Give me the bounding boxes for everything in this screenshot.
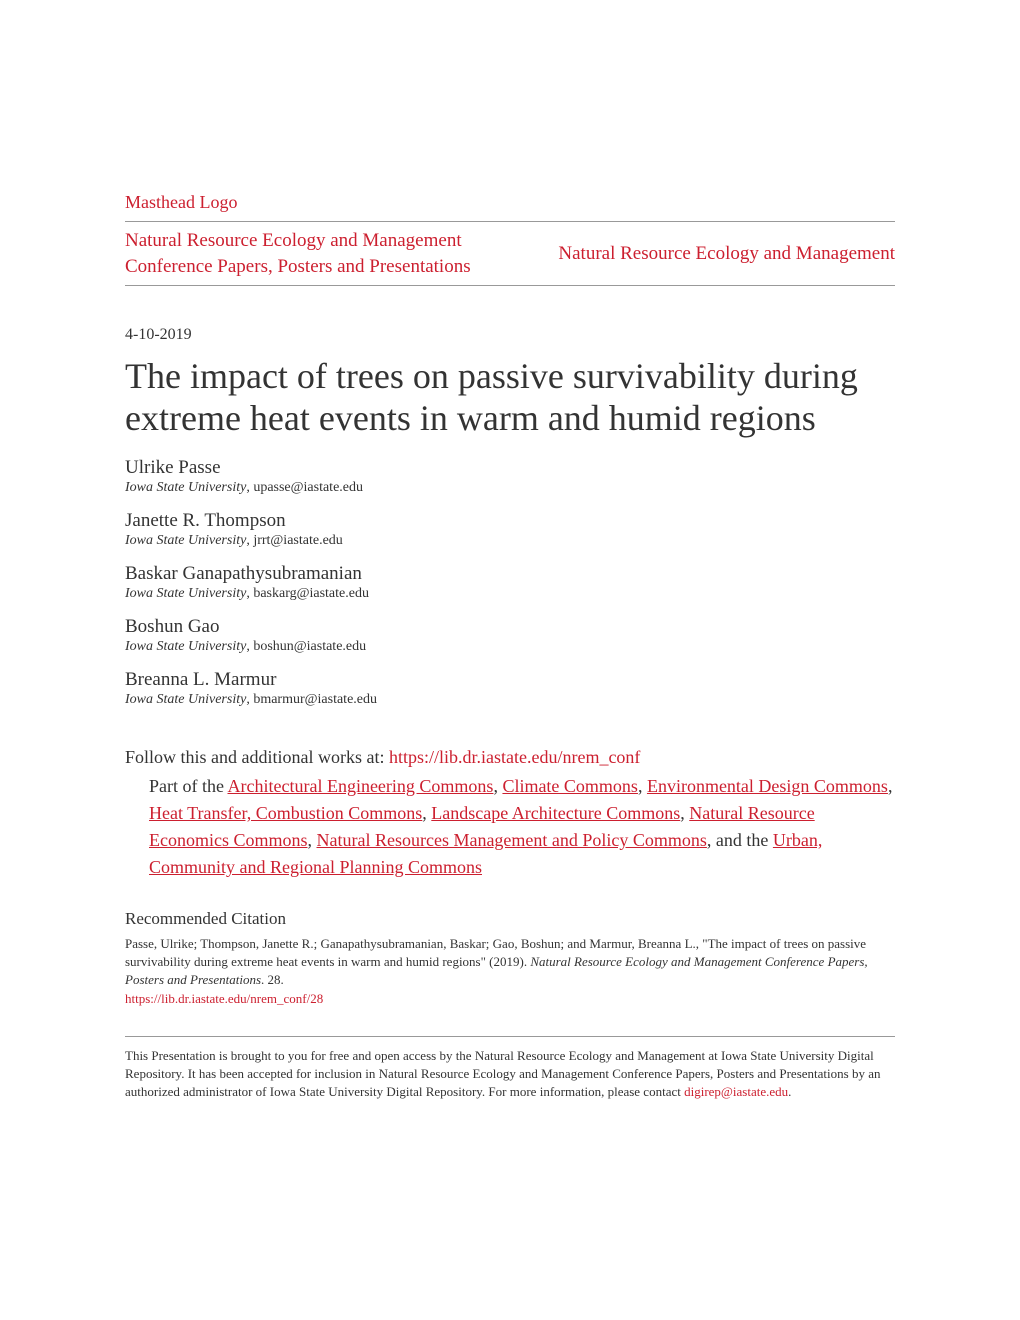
footer-text: This Presentation is brought to you for … <box>125 1047 895 1102</box>
citation-heading: Recommended Citation <box>125 909 895 929</box>
follow-url-link[interactable]: https://lib.dr.iastate.edu/nrem_conf <box>389 747 640 767</box>
commons-link[interactable]: Climate Commons <box>502 776 638 796</box>
part-of-commons: Part of the Architectural Engineering Co… <box>125 773 895 881</box>
author-block: Baskar Ganapathysubramanian Iowa State U… <box>125 563 895 602</box>
publication-date: 4-10-2019 <box>125 326 895 344</box>
author-name: Janette R. Thompson <box>125 510 895 532</box>
citation-section: Recommended Citation Passe, Ulrike; Thom… <box>125 909 895 1008</box>
citation-url-link[interactable]: https://lib.dr.iastate.edu/nrem_conf/28 <box>125 991 323 1006</box>
contact-email-link[interactable]: digirep@iastate.edu <box>684 1084 788 1099</box>
author-name: Ulrike Passe <box>125 457 895 479</box>
author-block: Breanna L. Marmur Iowa State University,… <box>125 669 895 708</box>
author-affiliation: Iowa State University, baskarg@iastate.e… <box>125 586 895 602</box>
masthead-logo[interactable]: Masthead Logo <box>125 192 895 213</box>
author-affiliation: Iowa State University, jrrt@iastate.edu <box>125 533 895 549</box>
commons-link[interactable]: Landscape Architecture Commons <box>431 803 680 823</box>
citation-text: Passe, Ulrike; Thompson, Janette R.; Gan… <box>125 935 895 990</box>
commons-link[interactable]: Natural Resources Management and Policy … <box>317 830 707 850</box>
header-row: Natural Resource Ecology and Management … <box>125 221 895 286</box>
author-name: Boshun Gao <box>125 616 895 638</box>
commons-link[interactable]: Architectural Engineering Commons <box>228 776 494 796</box>
collection-link-right[interactable]: Natural Resource Ecology and Management <box>558 243 895 265</box>
author-block: Janette R. Thompson Iowa State Universit… <box>125 510 895 549</box>
author-affiliation: Iowa State University, upasse@iastate.ed… <box>125 480 895 496</box>
footer-section: This Presentation is brought to you for … <box>125 1036 895 1102</box>
author-name: Baskar Ganapathysubramanian <box>125 563 895 585</box>
article-title: The impact of trees on passive survivabi… <box>125 356 895 439</box>
author-block: Boshun Gao Iowa State University, boshun… <box>125 616 895 655</box>
follow-section: Follow this and additional works at: htt… <box>125 744 895 881</box>
commons-link[interactable]: Heat Transfer, Combustion Commons <box>149 803 422 823</box>
commons-link[interactable]: Environmental Design Commons <box>647 776 888 796</box>
author-affiliation: Iowa State University, boshun@iastate.ed… <box>125 639 895 655</box>
author-block: Ulrike Passe Iowa State University, upas… <box>125 457 895 496</box>
author-affiliation: Iowa State University, bmarmur@iastate.e… <box>125 692 895 708</box>
collection-link-left[interactable]: Natural Resource Ecology and Management … <box>125 228 545 279</box>
author-name: Breanna L. Marmur <box>125 669 895 691</box>
follow-works-line: Follow this and additional works at: htt… <box>125 744 895 771</box>
